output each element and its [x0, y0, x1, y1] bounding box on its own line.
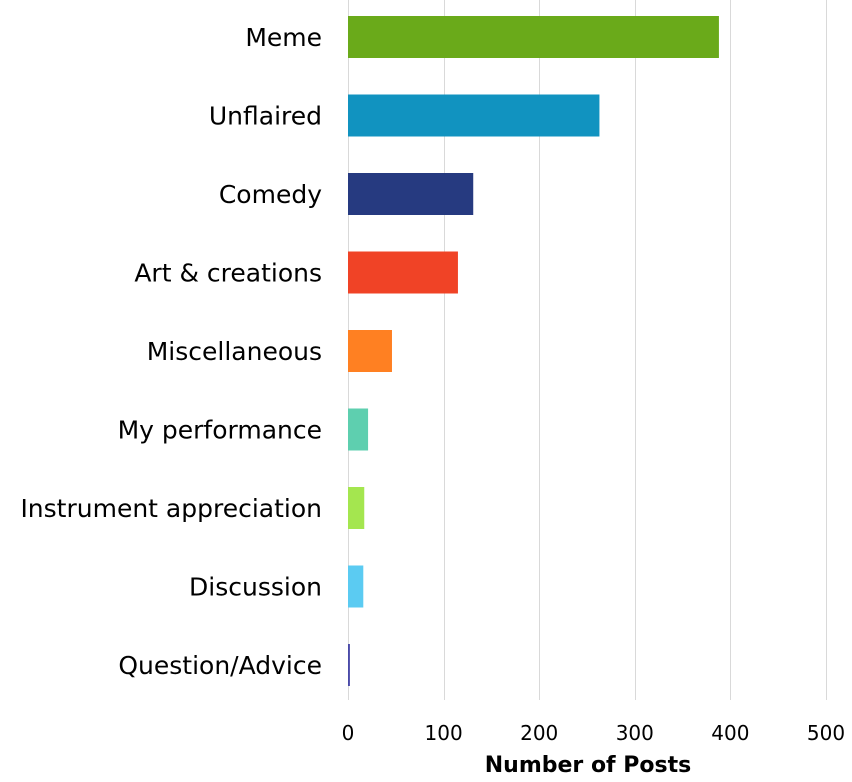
bar-my-performance — [348, 408, 369, 451]
x-tick-label: 100 — [425, 721, 463, 745]
x-tick-label: 400 — [711, 721, 749, 745]
bar-question-advice — [348, 644, 350, 686]
bars — [348, 16, 719, 686]
category-label: Art & creations — [134, 259, 322, 288]
x-tick-labels: 0 100 200 300 400 500 — [342, 721, 845, 745]
x-tick-label: 200 — [520, 721, 558, 745]
category-label: My performance — [118, 416, 322, 445]
bar-art-creations — [348, 251, 458, 294]
category-label: Miscellaneous — [147, 337, 322, 366]
bar-comedy — [348, 173, 474, 215]
category-label: Meme — [245, 23, 322, 52]
category-label: Question/Advice — [118, 651, 322, 680]
x-tick-label: 300 — [616, 721, 654, 745]
category-label: Instrument appreciation — [20, 494, 322, 523]
x-tick-label: 0 — [342, 721, 355, 745]
bar-miscellaneous — [348, 330, 392, 372]
category-label: Unflaired — [209, 102, 322, 131]
bar-discussion — [348, 565, 364, 608]
category-labels: Meme Unflaired Comedy Art & creations Miscel… — [20, 23, 322, 680]
bar-meme — [348, 16, 719, 58]
category-label: Comedy — [219, 180, 322, 209]
bar-instrument-appreciation — [348, 487, 365, 529]
x-tick-label: 500 — [807, 721, 845, 745]
bar-unflaired — [348, 94, 600, 137]
category-label: Discussion — [189, 573, 322, 602]
x-axis-title: Number of Posts — [485, 753, 691, 778]
